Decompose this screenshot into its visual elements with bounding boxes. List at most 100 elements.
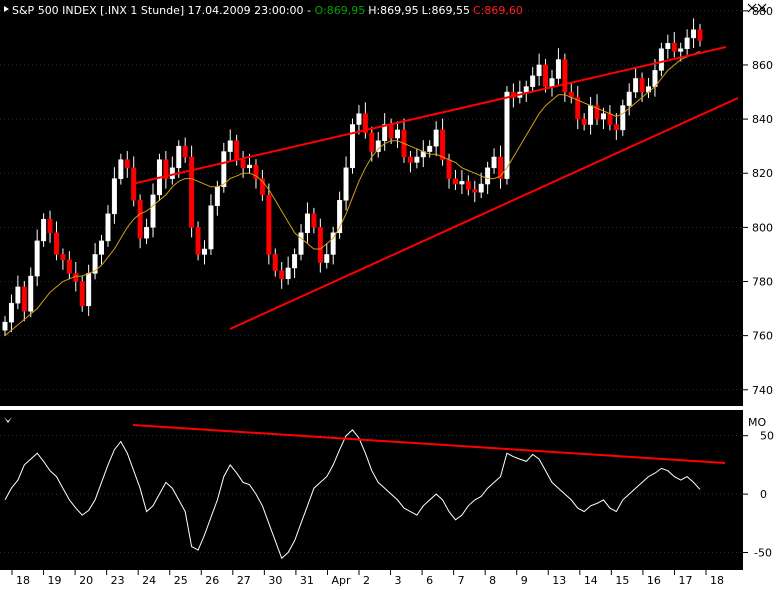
candle — [330, 232, 336, 255]
candle — [613, 124, 619, 131]
time-tick-label: 23 — [111, 574, 125, 587]
candle — [633, 78, 639, 93]
candle — [459, 181, 465, 185]
time-tick-label: Apr — [331, 574, 351, 587]
candle — [304, 213, 310, 234]
candle — [208, 205, 214, 250]
candle — [163, 159, 169, 179]
time-tick-label: 9 — [521, 574, 528, 587]
candle — [47, 218, 53, 234]
candle — [285, 267, 291, 280]
price-tick-label: 800 — [752, 221, 773, 234]
candle — [124, 159, 130, 169]
candle — [41, 218, 47, 242]
time-tick-label: 13 — [552, 574, 566, 587]
candle — [684, 37, 690, 49]
header-open: O:869,95 — [315, 4, 366, 17]
candle — [665, 43, 671, 49]
time-tick-label: 16 — [647, 574, 661, 587]
candle — [266, 194, 272, 255]
candle — [111, 178, 117, 215]
candle — [427, 145, 433, 152]
candle — [446, 159, 452, 179]
candle — [311, 213, 317, 228]
candle — [227, 140, 233, 152]
collapse-arrow-icon[interactable] — [4, 6, 9, 12]
candle — [247, 164, 253, 169]
candle — [555, 59, 561, 79]
candle — [472, 189, 478, 193]
candle — [465, 181, 471, 190]
price-tick-label: 740 — [752, 384, 773, 397]
candle — [105, 213, 111, 242]
candle — [272, 254, 278, 271]
price-pane[interactable] — [0, 0, 743, 406]
candle — [60, 254, 66, 261]
time-tick-label: 2 — [363, 574, 370, 587]
lower-trendline[interactable] — [229, 97, 739, 330]
candle — [176, 145, 182, 169]
candle — [21, 286, 27, 312]
candle — [362, 113, 368, 133]
momentum-axis-title: MO — [748, 416, 766, 429]
price-axis-ticks: 880 860 840 820 800 780 760 740 — [743, 5, 773, 397]
candle — [549, 78, 555, 87]
candle — [234, 140, 240, 160]
candle — [317, 227, 323, 263]
momentum-tick-label: 0 — [760, 488, 767, 501]
candle — [658, 48, 664, 71]
time-tick-label: 17 — [678, 574, 692, 587]
candle — [414, 156, 420, 163]
candle — [491, 156, 497, 169]
header-bar: S&P 500 INDEX [.INX 1 Stunde] 17.04.2009… — [4, 4, 523, 17]
candle — [182, 145, 188, 158]
momentum-tick-label: -50 — [754, 546, 772, 559]
time-axis-area — [0, 570, 780, 590]
candle — [202, 248, 207, 255]
momentum-line — [4, 429, 701, 560]
candle — [2, 321, 8, 331]
momentum-trendline[interactable] — [132, 424, 726, 464]
time-tick-label: 25 — [174, 574, 188, 587]
candle — [671, 43, 677, 52]
candle — [73, 273, 79, 282]
time-tick-label: 26 — [205, 574, 219, 587]
candle — [433, 129, 439, 147]
upper-trendline[interactable] — [131, 46, 727, 185]
candle — [588, 105, 594, 125]
header-high: H:869,95 — [368, 4, 418, 17]
price-tick-label: 840 — [752, 113, 773, 126]
candle — [607, 113, 613, 125]
candle — [536, 64, 542, 77]
candle — [195, 227, 201, 255]
candle — [440, 129, 446, 160]
time-tick-label: 14 — [584, 574, 598, 587]
time-tick-label: 30 — [268, 574, 282, 587]
candle — [279, 270, 285, 280]
header-low: L:869,55 — [422, 4, 470, 17]
candle — [8, 302, 14, 323]
momentum-pane[interactable] — [0, 410, 743, 570]
candle — [34, 240, 40, 277]
candle — [66, 259, 72, 274]
momentum-axis-ticks: 50 0 -50 — [743, 430, 774, 559]
time-tick-label: 15 — [615, 574, 629, 587]
time-axis-ticks: 18 19 20 23 24 25 26 27 30 31 Apr 2 3 6 7 8 9 13 14 15 16 17 1… — [11, 570, 724, 587]
candle — [356, 113, 362, 125]
candle — [369, 132, 375, 152]
candle — [523, 86, 529, 93]
moving-average-line — [4, 50, 701, 336]
momentum-arrow-icon[interactable] — [4, 417, 12, 423]
candle — [485, 167, 491, 185]
candle — [388, 124, 394, 139]
candlestick-series — [2, 18, 703, 337]
candle — [382, 124, 388, 141]
svg-text:S&P 500 INDEX [.INX 1 Stunde]: S&P 500 INDEX [.INX 1 Stunde] 17.04.2009… — [12, 4, 523, 17]
fullscreen-arrows-icon[interactable] — [747, 3, 767, 13]
candle — [86, 273, 92, 307]
candle — [118, 159, 124, 179]
price-axis-area — [743, 0, 780, 406]
price-tick-label: 760 — [752, 330, 773, 343]
candle — [169, 167, 175, 179]
